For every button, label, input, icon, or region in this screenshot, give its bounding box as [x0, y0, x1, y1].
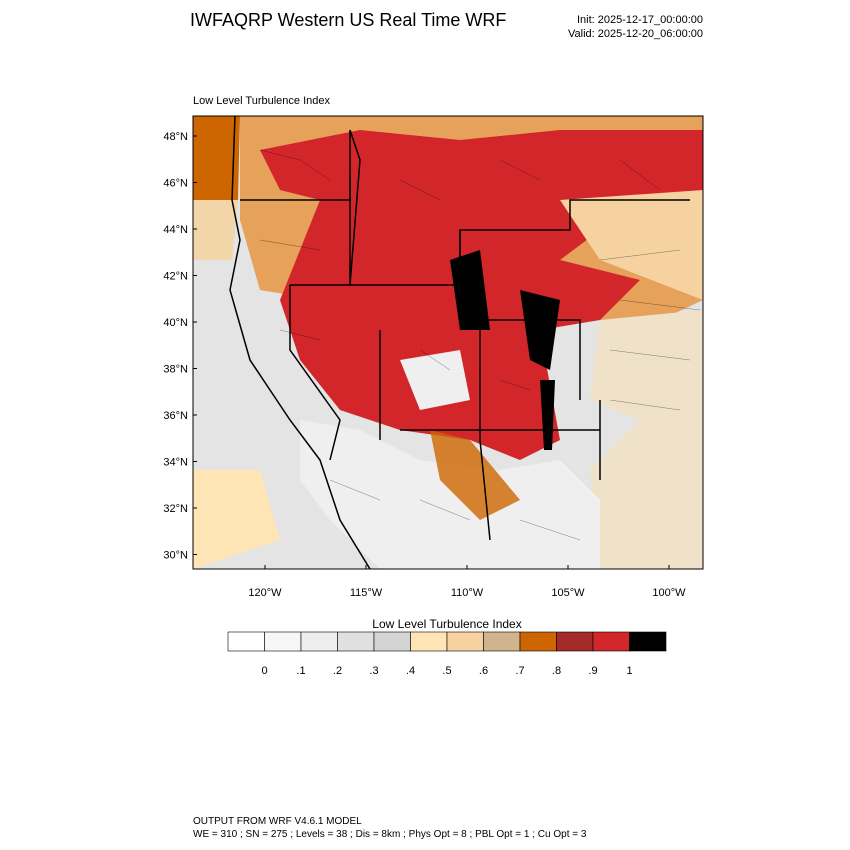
colorbar-swatch	[519, 631, 557, 652]
lon-label: 120°W	[248, 587, 282, 599]
footer-line: OUTPUT FROM WRF V4.6.1 MODEL	[193, 816, 362, 827]
lat-label: 48°N	[163, 131, 188, 143]
colorbar-title: Low Level Turbulence Index	[372, 617, 521, 631]
colorbar-label: .5	[442, 665, 451, 677]
colorbar-label: .7	[515, 665, 524, 677]
colorbar-label: .9	[588, 665, 597, 677]
init-time: Init: 2025-12-17_00:00:00	[577, 14, 703, 26]
colorbar-swatch	[446, 631, 484, 652]
lat-label: 36°N	[163, 410, 188, 422]
lon-label: 105°W	[551, 587, 585, 599]
footer-line: WE = 310 ; SN = 275 ; Levels = 38 ; Dis …	[193, 829, 587, 840]
lat-label: 38°N	[163, 364, 188, 376]
lon-label: 115°W	[350, 587, 383, 599]
lat-label: 44°N	[163, 224, 188, 236]
colorbar-label: .6	[479, 665, 488, 677]
colorbar-label: .2	[333, 665, 342, 677]
colorbar-swatch	[556, 631, 594, 652]
lat-label: 34°N	[163, 457, 188, 469]
lon-label: 100°W	[652, 587, 686, 599]
colorbar-swatch	[264, 631, 302, 652]
colorbar-label: .3	[369, 665, 378, 677]
valid-time: Valid: 2025-12-20_06:00:00	[568, 28, 703, 40]
colorbar-swatch	[227, 631, 265, 652]
colorbar-swatch	[483, 631, 521, 652]
lat-label: 40°N	[163, 317, 188, 329]
lat-labels: 48°N 46°N 44°N 42°N 40°N 38°N 36°N 34°N 32°N 30°N	[163, 131, 197, 562]
map	[193, 116, 703, 569]
lat-label: 32°N	[163, 503, 188, 515]
lat-label: 42°N	[163, 271, 188, 283]
colorbar-swatch	[592, 631, 630, 652]
lat-label: 30°N	[163, 550, 188, 562]
colorbar-swatch	[300, 631, 338, 652]
title: IWFAQRP Western US Real Time WRF	[190, 10, 506, 30]
colorbar-label: .4	[406, 665, 415, 677]
colorbar-label: 0	[261, 665, 267, 677]
colorbar-label: .1	[296, 665, 305, 677]
colorbar-swatch	[629, 631, 667, 652]
map-frame	[192, 115, 704, 570]
lon-label: 110°W	[451, 587, 484, 599]
colorbar-label: 1	[626, 665, 632, 677]
colorbar-label: .8	[552, 665, 561, 677]
colorbar: 0 .1 .2 .3 .4 .5 .6 .7 .8 .9 1	[227, 631, 667, 677]
colorbar-swatch	[410, 631, 448, 652]
lat-label: 46°N	[163, 178, 188, 190]
colorbar-swatch	[373, 631, 411, 652]
lon-labels: 120°W 115°W 110°W 105°W 100°W	[248, 565, 686, 599]
map-label: Low Level Turbulence Index	[193, 95, 330, 107]
colorbar-swatch	[337, 631, 375, 652]
